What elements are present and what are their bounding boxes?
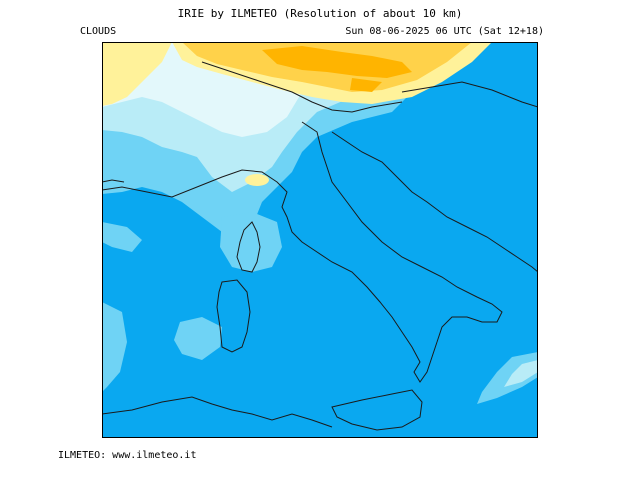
high-cloud-light-west [102, 42, 172, 106]
forecast-timestamp: Sun 08-06-2025 06 UTC (Sat 12+18) [345, 26, 544, 37]
cloud-map-canvas [102, 42, 538, 438]
cloud-patch-southeast-thin [504, 360, 538, 387]
high-cloud-ligurian-spot [245, 174, 269, 186]
coastline-adriatic-east [331, 131, 538, 273]
coastline-italy-west [102, 169, 438, 383]
cloud-patch-corsica [220, 212, 282, 272]
cloud-patch-southwest [102, 302, 127, 392]
cloud-patch-west-coast [102, 222, 142, 252]
coastlines [102, 61, 538, 431]
coastline-balkan-inland [401, 81, 538, 108]
footer-credit: ILMETEO: www.ilmeteo.it [58, 450, 197, 461]
weather-map [102, 42, 538, 438]
map-frame [102, 42, 538, 438]
high-cloud-dense-alps [262, 46, 412, 78]
coastline-sicily [331, 389, 423, 431]
coastline-corsica [236, 221, 261, 273]
cloud-patch-sardinia [174, 317, 222, 360]
coastline-gulf-lion [102, 179, 125, 183]
coastline-italy-east [301, 121, 503, 343]
coastline-africa [102, 396, 333, 428]
coastline-sardinia [216, 279, 251, 353]
map-title: IRIE by ILMETEO (Resolution of about 10 … [177, 7, 463, 20]
alps-border [201, 61, 403, 113]
high-cloud-dense-patch [350, 78, 382, 92]
layer-label: CLOUDS [80, 26, 117, 37]
